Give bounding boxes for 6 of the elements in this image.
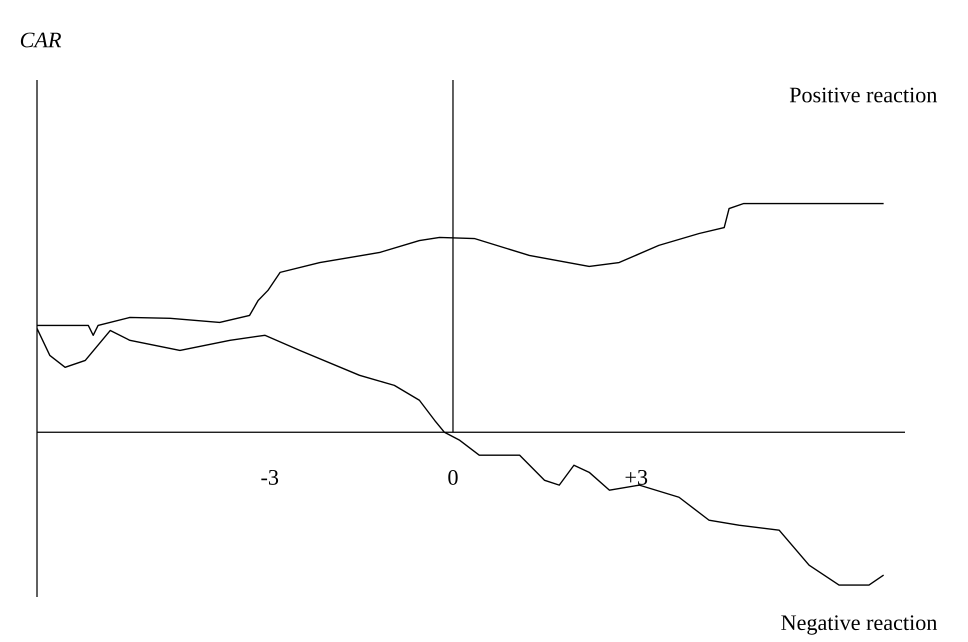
text: CAR [20, 32, 62, 48]
x-tick-label: +3 [626, 470, 648, 485]
x-tick-label: -3 [261, 470, 278, 485]
x-tick-label: 0 [448, 470, 458, 485]
text: Negative reaction [781, 615, 938, 635]
text: Positive reaction [790, 88, 938, 102]
